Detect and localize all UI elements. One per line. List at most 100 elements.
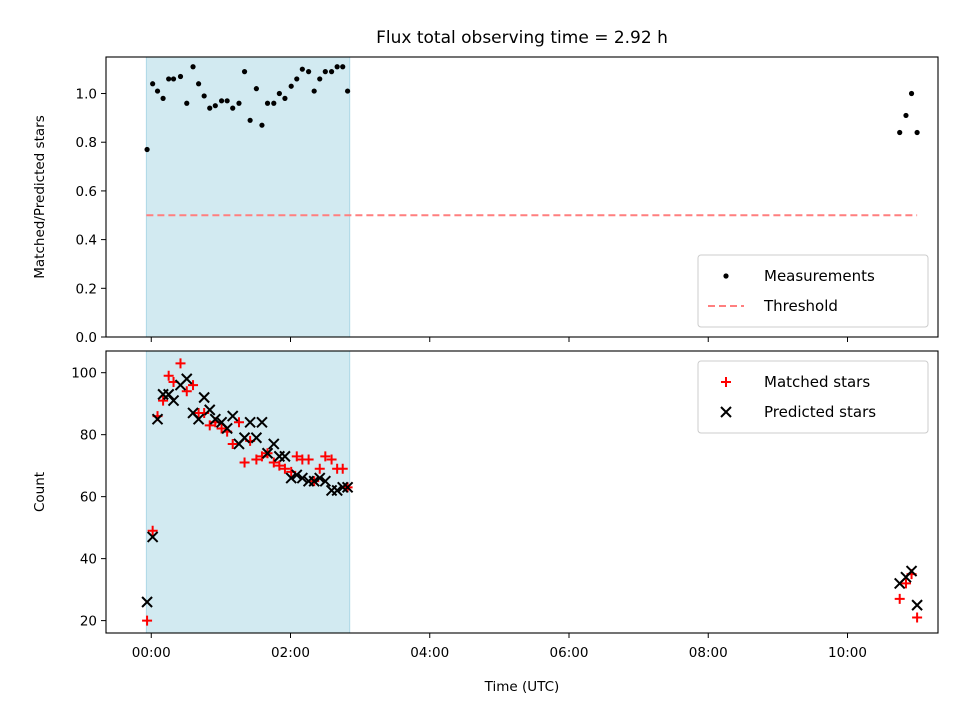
y-tick-label: 0.0 (76, 330, 97, 346)
predicted-stars-point (209, 413, 222, 425)
y-tick-label: 80 (80, 428, 97, 444)
y-tick-label: 0.6 (76, 184, 97, 200)
matched-stars-point (291, 451, 302, 462)
legend-box (697, 254, 929, 328)
measurement-point (306, 69, 312, 75)
predicted-stars-point (181, 373, 193, 385)
measurement-point (288, 83, 294, 89)
measurement-point (317, 76, 323, 82)
predicted-stars-point (250, 432, 263, 444)
measurement-point (177, 73, 184, 80)
measurement-point (170, 76, 177, 82)
x-tick-label: 02:00 (271, 645, 310, 661)
legend-label: Predicted stars (764, 403, 876, 421)
matched-stars-point (251, 454, 262, 465)
matched-stars-point (337, 463, 348, 474)
predicted-stars-point (291, 469, 303, 481)
predicted-stars-point (331, 484, 343, 497)
matched-stars-point (188, 380, 199, 391)
x-tick-label: 04:00 (410, 645, 449, 661)
matched-stars-point (279, 463, 290, 474)
measurement-point (334, 64, 340, 70)
predicted-stars-point (221, 422, 233, 435)
predicted-stars-point (337, 481, 349, 494)
measurement-point (150, 81, 156, 87)
predicted-stars-point (192, 413, 205, 425)
y-tick-label: 100 (71, 366, 97, 382)
measurement-point (299, 66, 305, 72)
x-tick-label: 10:00 (828, 645, 867, 661)
measurement-point (218, 98, 225, 104)
predicted-stars-point (261, 447, 274, 459)
predicted-stars-point (244, 416, 256, 428)
legend-x-swatch (720, 406, 732, 418)
matched-stars-point (147, 525, 158, 536)
predicted-stars-point (146, 531, 159, 543)
measurement-point (207, 105, 213, 111)
predicted-stars-point (151, 413, 164, 425)
y-tick-label: 0.4 (76, 233, 97, 249)
matched-stars-point (274, 460, 285, 471)
predicted-stars-point (911, 599, 923, 611)
legend-plus-swatch (721, 377, 731, 387)
predicted-stars-point (227, 410, 239, 422)
measurement-point (224, 98, 230, 104)
y-tick-label: 40 (80, 552, 97, 568)
matched-stars-point (233, 417, 244, 428)
x-tick-label: 08:00 (689, 645, 728, 661)
legend-label: Threshold (763, 297, 838, 315)
axes-frame (105, 56, 939, 338)
matched-stars-point (894, 593, 905, 604)
measurement-point (282, 95, 288, 101)
matched-stars-point (320, 451, 331, 462)
measurement-point (344, 88, 351, 94)
measurement-point (340, 64, 346, 70)
predicted-stars-point (141, 596, 153, 608)
legend: Measurements Threshold (697, 254, 929, 328)
measurement-point (322, 69, 328, 75)
matched-stars-point (912, 612, 923, 623)
matched-stars-point (326, 454, 337, 465)
predicted-stars-point (268, 438, 280, 450)
measurement-point (908, 90, 915, 97)
y-tick-label: 0.8 (76, 135, 97, 151)
matched-stars-point (900, 578, 911, 589)
measurement-point (184, 100, 190, 106)
measurement-point (190, 64, 196, 70)
matched-stars-point (268, 457, 279, 468)
legend-label: Matched stars (764, 373, 870, 391)
count-panel: 20 40 60 80 100 00:00 02:00 04:00 06:00 08:00 10:0… (32, 350, 939, 661)
measurement-point (328, 69, 335, 75)
matched-stars-point (204, 420, 215, 431)
matched-stars-point (303, 454, 314, 465)
measurement-point (212, 103, 218, 109)
y-tick-label: 0.2 (76, 281, 97, 297)
predicted-stars-point (905, 565, 918, 577)
predicted-stars-point (167, 394, 180, 407)
y-axis-label: Count (32, 472, 48, 512)
measurement-point (230, 105, 236, 111)
measurement-point (201, 93, 207, 99)
legend-box (697, 360, 929, 434)
measurement-point (276, 90, 282, 97)
matched-stars-point (314, 463, 325, 474)
x-tick-label: 00:00 (132, 645, 171, 661)
y-tick-label: 1.0 (76, 87, 97, 103)
measurement-point (914, 129, 920, 136)
predicted-stars-point (308, 475, 320, 487)
ratio-panel: 0.0 0.2 0.4 0.6 0.8 1.0 Matched/Predicted star… (32, 56, 939, 346)
measurement-point (264, 100, 271, 106)
matched-stars-point (158, 395, 169, 406)
observing-span (145, 56, 351, 338)
measurement-point (166, 76, 172, 82)
measurement-point (294, 76, 300, 82)
predicted-stars-point (256, 416, 268, 428)
predicted-stars-point (279, 450, 291, 463)
legend-label: Measurements (764, 267, 875, 285)
chart-title: Flux total observing time = 2.92 h (376, 28, 668, 48)
predicted-stars-point (314, 472, 326, 484)
predicted-stars-point (296, 472, 309, 484)
predicted-stars-point (319, 475, 332, 487)
measurement-point (311, 88, 317, 94)
x-axis-label: Time (UTC) (484, 679, 560, 695)
